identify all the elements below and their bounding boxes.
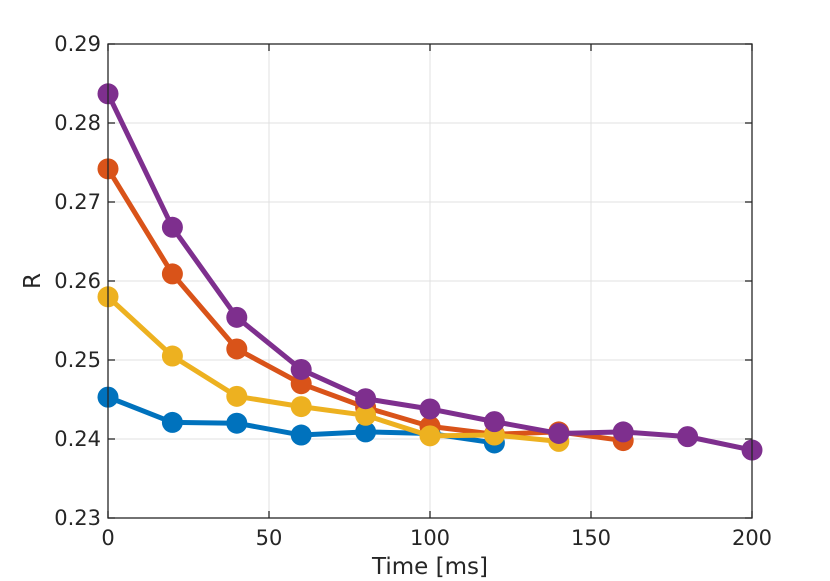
y-tick-label: 0.28 (54, 111, 101, 135)
y-tick-label: 0.23 (54, 506, 101, 530)
x-tick-label: 100 (410, 526, 450, 550)
data-point (290, 396, 312, 418)
y-tick-labels: 0.23 0.24 0.25 0.26 0.27 0.28 0.29 (54, 32, 101, 530)
data-point (290, 424, 312, 446)
data-point (226, 338, 248, 360)
y-tick-label: 0.25 (54, 348, 101, 372)
series-4 (97, 83, 763, 461)
axis-ticks (107, 43, 753, 519)
data-point (677, 426, 699, 448)
x-tick-labels: 0 50 100 150 200 (101, 526, 772, 550)
data-point (355, 388, 377, 410)
data-point (548, 422, 570, 444)
x-axis-label: Time [ms] (371, 554, 488, 580)
data-point (161, 411, 183, 433)
x-tick-label: 50 (256, 526, 283, 550)
data-point (161, 263, 183, 285)
y-tick-label: 0.29 (54, 32, 101, 56)
y-axis-label: R (20, 273, 46, 289)
y-tick-label: 0.27 (54, 190, 101, 214)
x-tick-label: 200 (732, 526, 772, 550)
data-point (226, 412, 248, 434)
data-point (226, 306, 248, 328)
data-point (355, 421, 377, 443)
data-point (612, 421, 634, 443)
data-point (483, 411, 505, 433)
data-point (161, 216, 183, 238)
data-point (161, 345, 183, 367)
series-layer (97, 83, 763, 461)
grid-lines (107, 43, 753, 519)
data-point (419, 425, 441, 447)
series-line (106, 294, 560, 444)
data-point (355, 404, 377, 426)
data-point (419, 398, 441, 420)
y-tick-label: 0.26 (54, 269, 101, 293)
x-tick-label: 150 (571, 526, 611, 550)
data-point (226, 385, 248, 407)
y-tick-label: 0.24 (54, 427, 101, 451)
x-tick-label: 0 (101, 526, 114, 550)
data-point (290, 358, 312, 380)
